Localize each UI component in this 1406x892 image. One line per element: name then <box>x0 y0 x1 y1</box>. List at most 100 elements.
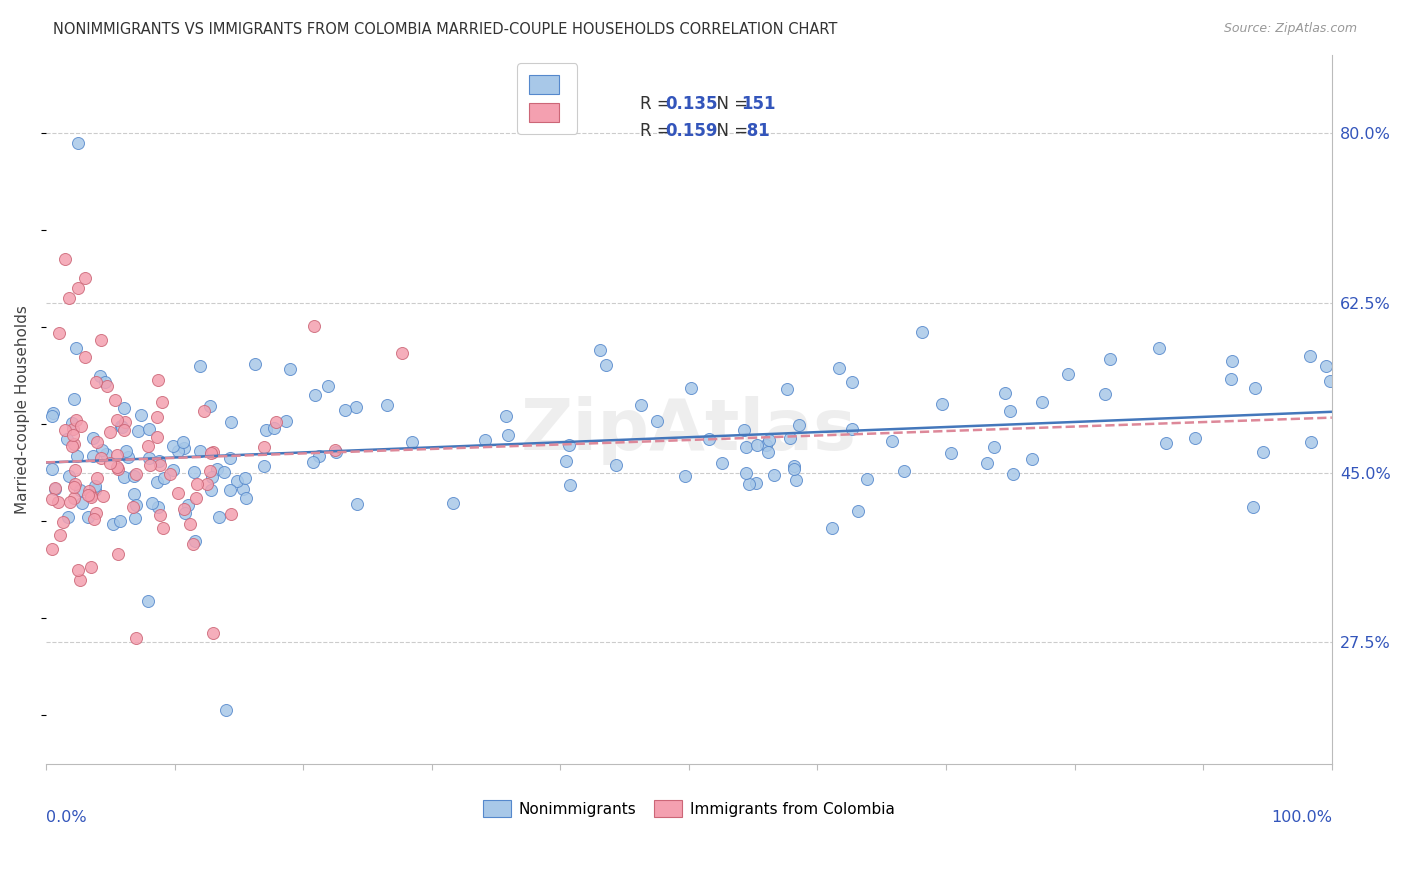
Point <box>232 483 254 497</box>
Point <box>734 467 756 481</box>
Point <box>856 472 879 486</box>
Point <box>44 481 66 495</box>
Text: 100.0%: 100.0% <box>1271 810 1331 825</box>
Point <box>67 281 90 295</box>
Point <box>138 451 160 466</box>
Point <box>200 483 222 497</box>
Point <box>93 375 115 389</box>
Point <box>48 527 70 541</box>
Point <box>1299 349 1322 363</box>
Y-axis label: Married-couple Households: Married-couple Households <box>15 305 30 514</box>
Point <box>124 498 146 512</box>
Point <box>474 433 496 447</box>
Point <box>139 458 162 472</box>
Point <box>179 517 201 532</box>
Point <box>167 444 190 458</box>
Point <box>344 400 367 414</box>
Text: 0.135: 0.135 <box>665 95 717 113</box>
Point <box>150 395 173 409</box>
Point <box>149 458 172 472</box>
Point <box>1147 341 1170 355</box>
Point <box>148 373 170 387</box>
Point <box>172 435 194 450</box>
Point <box>145 410 167 425</box>
Point <box>205 461 228 475</box>
Point <box>1244 381 1267 395</box>
Point <box>91 489 114 503</box>
Point <box>63 463 86 477</box>
Point <box>1001 467 1024 481</box>
Point <box>110 418 132 433</box>
Point <box>215 703 238 717</box>
Point <box>112 424 135 438</box>
Text: 151: 151 <box>741 95 776 113</box>
Point <box>787 418 810 433</box>
Point <box>605 458 627 472</box>
Point <box>207 510 229 524</box>
Point <box>274 414 297 428</box>
Point <box>183 465 205 479</box>
Point <box>738 476 761 491</box>
Point <box>212 465 235 479</box>
Text: N =: N = <box>706 122 754 140</box>
Point <box>159 467 181 482</box>
Point <box>83 483 105 498</box>
Point <box>69 483 91 498</box>
Point <box>108 514 131 528</box>
Point <box>105 413 128 427</box>
Point <box>173 441 195 455</box>
Point <box>103 517 125 532</box>
Point <box>200 464 222 478</box>
Point <box>233 471 256 485</box>
Point <box>59 495 82 509</box>
Point <box>998 404 1021 418</box>
Point <box>131 408 153 422</box>
Point <box>167 485 190 500</box>
Point <box>589 343 612 357</box>
Point <box>828 360 851 375</box>
Point <box>62 437 84 451</box>
Point <box>83 479 105 493</box>
Point <box>1021 452 1043 467</box>
Point <box>219 416 242 430</box>
Point <box>253 440 276 454</box>
Point <box>673 469 696 483</box>
Point <box>58 510 80 524</box>
Point <box>105 459 128 474</box>
Point <box>200 446 222 460</box>
Point <box>173 502 195 516</box>
Point <box>346 497 368 511</box>
Point <box>63 477 86 491</box>
Point <box>67 136 90 150</box>
Point <box>53 252 76 266</box>
Point <box>141 496 163 510</box>
Point <box>278 362 301 376</box>
Point <box>218 450 240 465</box>
Point <box>188 359 211 373</box>
Point <box>184 533 207 548</box>
Point <box>111 420 134 434</box>
Point <box>304 388 326 402</box>
Point <box>846 504 869 518</box>
Point <box>66 449 89 463</box>
Point <box>77 509 100 524</box>
Point <box>148 500 170 514</box>
Point <box>115 443 138 458</box>
Point <box>63 491 86 506</box>
Point <box>127 424 149 438</box>
Point <box>841 422 863 436</box>
Point <box>193 404 215 418</box>
Point <box>82 450 104 464</box>
Point <box>734 440 756 454</box>
Point <box>80 490 103 504</box>
Point <box>89 368 111 383</box>
Point <box>84 375 107 389</box>
Point <box>125 631 148 645</box>
Point <box>1154 436 1177 450</box>
Point <box>162 463 184 477</box>
Point <box>821 521 844 535</box>
Point <box>911 326 934 340</box>
Point <box>75 351 97 365</box>
Point <box>62 428 84 442</box>
Text: R =: R = <box>640 122 676 140</box>
